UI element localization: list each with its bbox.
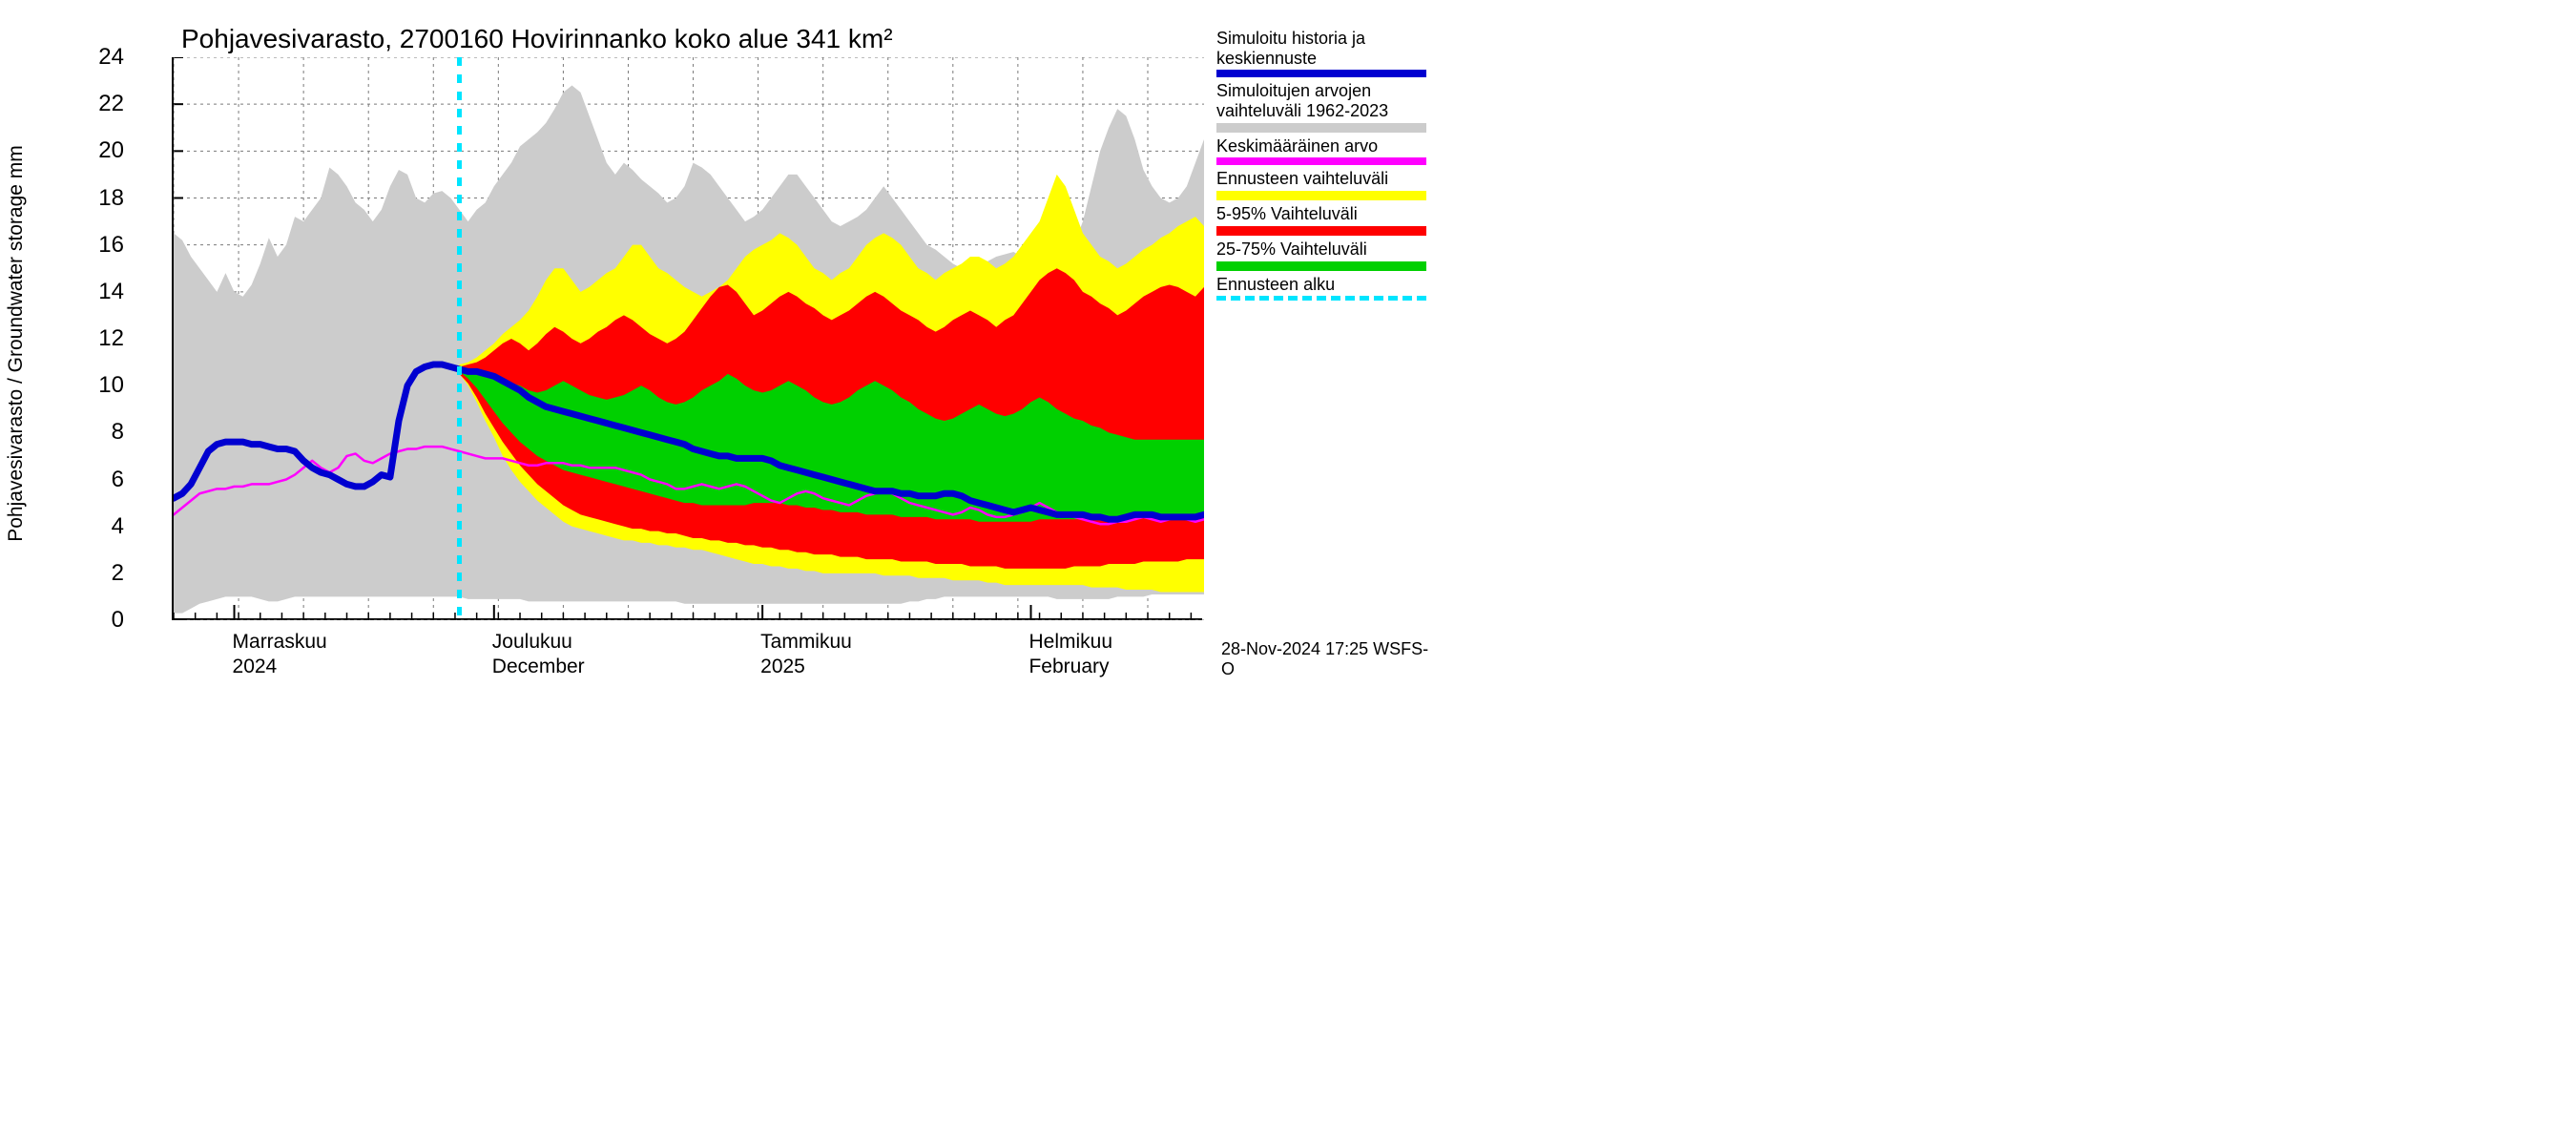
legend-swatch — [1216, 226, 1426, 236]
x-month-label: Marraskuu2024 — [233, 630, 327, 680]
render-timestamp: 28-Nov-2024 17:25 WSFS-O — [1221, 639, 1441, 679]
plot-area — [172, 57, 1202, 620]
legend-swatch — [1216, 123, 1426, 133]
legend-entry: Keskimääräinen arvo — [1216, 136, 1441, 166]
y-axis-label: Pohjavesivarasto / Groundwater storage m… — [5, 145, 28, 542]
y-tick-label: 8 — [72, 419, 124, 446]
legend-label: Simuloitu historia ja keskiennuste — [1216, 29, 1441, 68]
x-month-label: HelmikuuFebruary — [1028, 630, 1112, 680]
y-tick-label: 20 — [72, 137, 124, 164]
y-tick-label: 24 — [72, 44, 124, 71]
x-month-label: Tammikuu2025 — [760, 630, 852, 680]
legend: Simuloitu historia ja keskiennuste Simulo… — [1216, 29, 1441, 304]
legend-entry: 5-95% Vaihteluväli — [1216, 204, 1441, 236]
legend-entry: 25-75% Vaihteluväli — [1216, 239, 1441, 271]
x-month-label: JoulukuuDecember — [492, 630, 585, 680]
legend-label: Keskimääräinen arvo — [1216, 136, 1441, 156]
legend-label: Ennusteen alku — [1216, 275, 1441, 295]
legend-label: Simuloitujen arvojen vaihteluväli 1962-2… — [1216, 81, 1441, 120]
legend-swatch — [1216, 70, 1426, 77]
y-tick-label: 10 — [72, 372, 124, 399]
legend-swatch — [1216, 261, 1426, 271]
legend-label: 25-75% Vaihteluväli — [1216, 239, 1441, 260]
legend-entry: Ennusteen vaihteluväli — [1216, 169, 1441, 200]
y-tick-label: 6 — [72, 467, 124, 493]
legend-label: Ennusteen vaihteluväli — [1216, 169, 1441, 189]
y-tick-label: 22 — [72, 91, 124, 117]
y-tick-label: 18 — [72, 185, 124, 212]
y-tick-label: 14 — [72, 279, 124, 305]
legend-swatch — [1216, 191, 1426, 200]
legend-entry: Ennusteen alku — [1216, 275, 1441, 302]
y-tick-label: 16 — [72, 232, 124, 259]
legend-label: 5-95% Vaihteluväli — [1216, 204, 1441, 224]
y-tick-label: 4 — [72, 513, 124, 540]
legend-entry: Simuloitu historia ja keskiennuste — [1216, 29, 1441, 77]
chart-title: Pohjavesivarasto, 2700160 Hovirinnanko k… — [181, 24, 893, 54]
y-tick-label: 12 — [72, 325, 124, 352]
legend-swatch — [1216, 296, 1426, 301]
legend-entry: Simuloitujen arvojen vaihteluväli 1962-2… — [1216, 81, 1441, 132]
y-tick-label: 0 — [72, 607, 124, 634]
groundwater-chart: Pohjavesivarasto / Groundwater storage m… — [10, 10, 1441, 677]
legend-swatch — [1216, 157, 1426, 165]
y-tick-label: 2 — [72, 560, 124, 587]
